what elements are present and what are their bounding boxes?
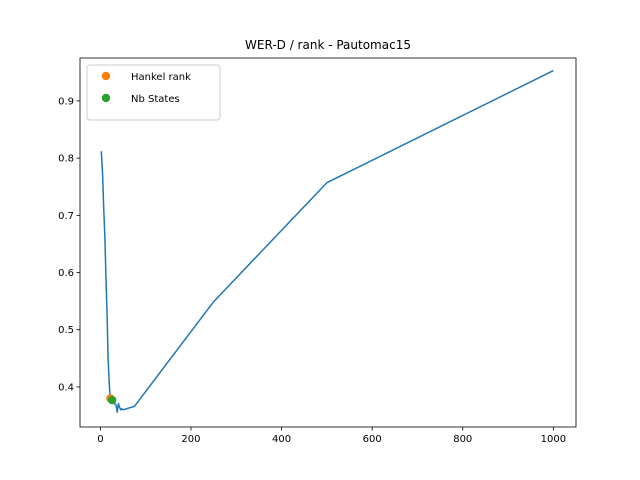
data-point-nb-states (107, 395, 117, 405)
y-axis: 0.4 0.5 0.6 0.7 0.8 0.9 (58, 96, 80, 393)
legend: Hankel rank Nb States (86, 64, 221, 121)
y-tick-label: 0.9 (58, 96, 74, 107)
x-tick-label: 200 (181, 434, 200, 445)
x-tick-label: 600 (363, 434, 382, 445)
legend-marker (101, 71, 111, 81)
x-tick-label: 800 (453, 434, 472, 445)
x-tick-label: 0 (97, 434, 103, 445)
x-tick-label: 1000 (541, 434, 566, 445)
y-tick-label: 0.5 (58, 325, 74, 336)
legend-label: Hankel rank (131, 72, 191, 83)
y-tick-label: 0.8 (58, 154, 74, 165)
legend-marker (101, 93, 111, 103)
x-tick-label: 400 (272, 434, 291, 445)
x-axis: 0 200 400 600 800 1000 (97, 427, 566, 445)
y-tick-label: 0.6 (58, 268, 74, 279)
y-tick-label: 0.4 (58, 382, 74, 393)
series-group (100, 69, 554, 413)
legend-label: Nb States (131, 94, 180, 105)
chart-title: WER-D / rank - Pautomac15 (245, 38, 411, 52)
y-tick-label: 0.7 (58, 211, 74, 222)
legend-box (86, 64, 221, 121)
